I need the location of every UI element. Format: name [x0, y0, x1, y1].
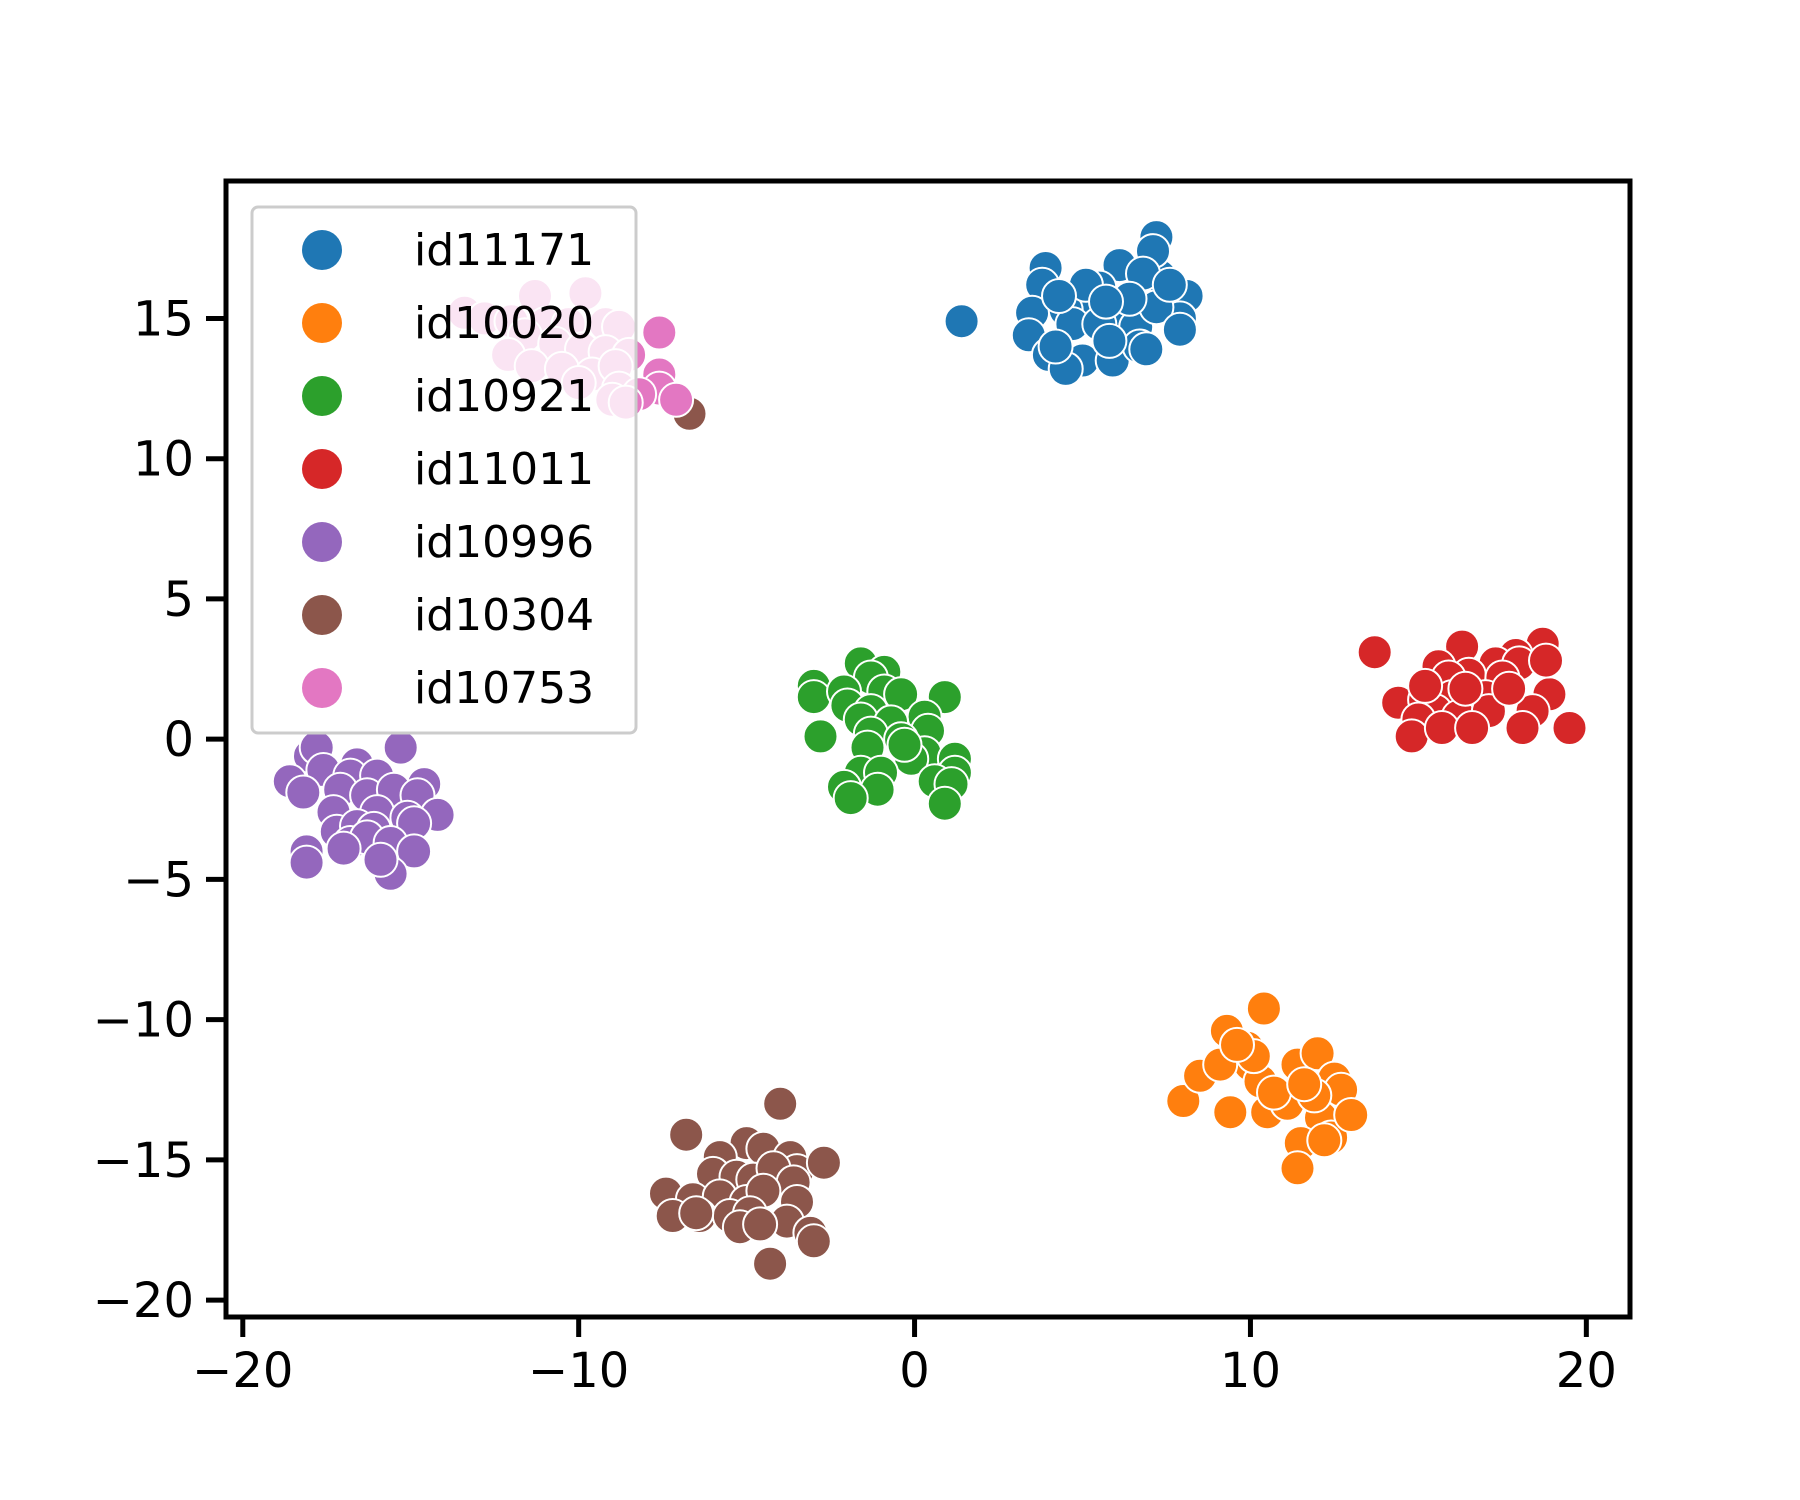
- legend-marker-id11011: [302, 449, 342, 489]
- x-tick-label-2: 0: [899, 1343, 930, 1399]
- point-id10304-7: [805, 1144, 842, 1181]
- series-id10020: [1165, 990, 1370, 1187]
- legend-label-id10921: id10921: [414, 371, 594, 422]
- x-tick-label-0: −20: [192, 1343, 293, 1399]
- y-tick-label-0: −20: [93, 1273, 194, 1329]
- point-id10304-0: [762, 1085, 799, 1122]
- y-tick-label-4: 0: [163, 712, 194, 768]
- legend-label-id10304: id10304: [414, 590, 594, 641]
- series-id10921: [795, 645, 973, 822]
- legend-marker-id10753: [302, 668, 342, 708]
- point-id11011-21: [1423, 710, 1460, 746]
- y-tick-label-3: −5: [123, 852, 194, 908]
- series-id11011: [1356, 625, 1588, 755]
- point-id10753-24: [658, 381, 695, 418]
- point-id11011-0: [1356, 634, 1393, 671]
- point-id11171-33: [1037, 328, 1074, 365]
- y-tick-label-1: −15: [93, 1133, 194, 1189]
- point-id10020-17: [1333, 1097, 1370, 1133]
- point-id11011-28: [1528, 642, 1564, 679]
- plot-frame: [223, 178, 1633, 1320]
- point-id10304-24: [678, 1195, 715, 1232]
- point-id10996-3: [382, 729, 419, 766]
- point-id11171-22: [1161, 311, 1198, 348]
- point-id10753-9: [641, 314, 678, 351]
- point-id10304-29: [752, 1245, 789, 1282]
- point-id10020-21: [1256, 1074, 1292, 1111]
- point-id10921-16: [802, 718, 839, 755]
- point-id11011-27: [1407, 667, 1444, 704]
- point-id10921-29: [926, 785, 963, 822]
- legend-marker-id10304: [302, 595, 342, 635]
- legend-marker-id11171: [302, 230, 342, 270]
- point-id10020-25: [1219, 1026, 1255, 1063]
- point-id11011-22: [1454, 710, 1491, 746]
- point-id11171-31: [1088, 283, 1124, 320]
- point-id11171-34: [1151, 266, 1188, 303]
- point-id10020-0: [1165, 1083, 1202, 1119]
- point-id11171-26: [943, 303, 980, 340]
- point-id11011-25: [1447, 670, 1484, 707]
- legend-label-id10996: id10996: [414, 517, 594, 568]
- point-id10020-3: [1245, 990, 1282, 1027]
- legend-marker-id10921: [302, 376, 342, 416]
- point-id10020-24: [1286, 1066, 1323, 1103]
- x-tick-label-4: 20: [1556, 1343, 1617, 1399]
- point-id11011-26: [1491, 670, 1528, 707]
- point-id10996-28: [288, 844, 325, 881]
- x-tick-label-1: −10: [528, 1343, 629, 1399]
- point-id10921-1: [795, 679, 832, 716]
- point-id11011-20: [1393, 718, 1430, 755]
- point-id10996-30: [362, 841, 399, 878]
- point-id10996-9: [285, 774, 322, 811]
- legend: id11171 id10020 id10921 id11011 id10996 id103…: [250, 205, 638, 735]
- point-id10304-28: [795, 1223, 832, 1260]
- point-id10304-26: [742, 1206, 779, 1243]
- point-id10921-30: [832, 780, 869, 817]
- point-id10020-12: [1299, 1035, 1336, 1072]
- point-id11171-24: [1091, 322, 1128, 359]
- point-id10020-8: [1212, 1094, 1249, 1131]
- legend-label-id11011: id11011: [414, 444, 594, 495]
- legend-box: [250, 205, 638, 735]
- series-id10304: [648, 395, 842, 1282]
- y-tick-label-5: 5: [163, 572, 194, 628]
- point-id11171-32: [1128, 331, 1165, 368]
- legend-label-id11171: id11171: [414, 225, 594, 276]
- y-tick-label-6: 10: [133, 432, 194, 488]
- y-tick-label-2: −10: [93, 993, 194, 1049]
- y-axis: −20 −15 −10 −5 0 5 10 15: [93, 291, 226, 1329]
- x-axis: −20 −10 0 10 20: [192, 1317, 1617, 1399]
- y-tick-label-7: 15: [133, 291, 194, 347]
- point-id11171-29: [1041, 278, 1077, 314]
- x-tick-label-3: 10: [1220, 1343, 1281, 1399]
- legend-marker-id10996: [302, 522, 342, 562]
- point-id11011-24: [1551, 710, 1588, 746]
- legend-marker-id10020: [302, 303, 342, 343]
- series-id10996: [271, 729, 456, 892]
- point-id10921-31: [886, 726, 923, 763]
- series-id11171: [943, 219, 1205, 387]
- point-id10304-1: [668, 1116, 705, 1153]
- point-id10996-27: [396, 833, 433, 870]
- point-id11011-23: [1504, 710, 1541, 746]
- point-id10020-19: [1306, 1122, 1343, 1159]
- point-id10020-20: [1279, 1150, 1316, 1187]
- point-id10996-26: [325, 830, 362, 867]
- legend-label-id10020: id10020: [414, 298, 594, 349]
- legend-label-id10753: id10753: [414, 663, 594, 714]
